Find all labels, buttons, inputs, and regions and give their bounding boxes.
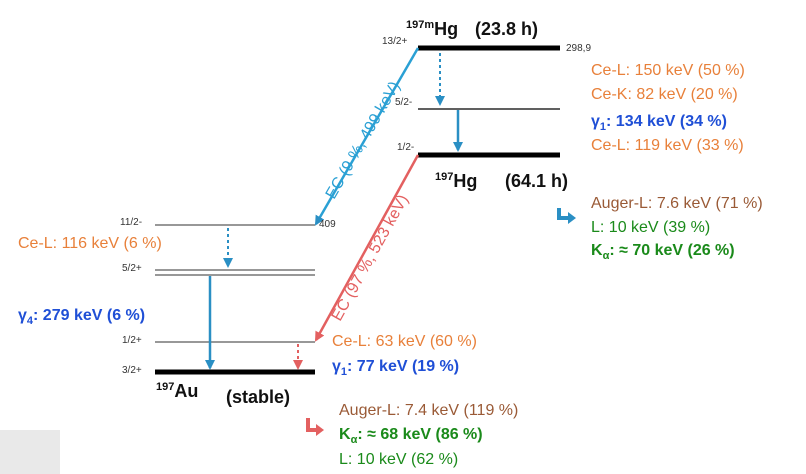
gamma-symbol: γ	[332, 358, 341, 375]
nuclide-au197: 197Au	[156, 381, 199, 401]
gamma-symbol: γ	[591, 113, 600, 130]
gamma-symbol: γ	[18, 307, 27, 324]
xray-l-au: L: 10 keV (62 %)	[339, 451, 459, 468]
gamma-value: : 77 keV (19 %)	[347, 358, 460, 375]
emission-ce-l-116: Ce-L: 116 keV (6 %)	[18, 235, 162, 252]
spin-label: 5/2-	[395, 97, 413, 108]
emission-gamma1-134: γ1: 134 keV (34 %)	[591, 114, 727, 133]
energy-label: 298,9	[566, 43, 592, 54]
emission-gamma4-279: γ4: 279 keV (6 %)	[18, 308, 145, 327]
spin-label: 5/2+	[122, 263, 142, 274]
gamma-index: 1	[599, 121, 607, 134]
emission-ce-l-119: Ce-L: 119 keV (33 %)	[591, 137, 744, 154]
mass-number: 197	[435, 171, 454, 183]
mass-number: 197m	[406, 19, 435, 31]
xray-ka-au: Kα: ≈ 68 keV (86 %)	[339, 427, 483, 446]
xray-arrow-au-head	[316, 424, 324, 436]
ec-arrow-ground	[314, 154, 420, 342]
element-symbol: Hg	[453, 171, 478, 191]
emission-ce-k-82: Ce-K: 82 keV (20 %)	[591, 86, 738, 103]
xray-arrow-au	[306, 418, 318, 432]
nuclide-hg197: 197Hg	[435, 171, 478, 191]
gamma-index: 4	[26, 315, 34, 328]
emission-ce-l-63: Ce-L: 63 keV (60 %)	[332, 333, 477, 350]
element-symbol: Hg	[434, 19, 459, 39]
ec-label-ground: EC (97 %, 523 keV)	[329, 192, 412, 324]
ka-index: α	[350, 434, 358, 447]
energy-label: 409	[319, 219, 336, 230]
gamma-value: : 279 keV (6 %)	[33, 307, 146, 324]
xray-ka-hg: Kα: ≈ 70 keV (26 %)	[591, 243, 735, 262]
ka-symbol: K	[591, 242, 603, 259]
xray-l-hg: L: 10 keV (39 %)	[591, 219, 711, 236]
ec-label-metastable: EC (9 %, 499 keV)	[323, 79, 404, 202]
half-life-hg197m: (23.8 h)	[475, 19, 539, 39]
corner-background	[0, 430, 60, 474]
spin-label: 1/2-	[397, 142, 415, 153]
emission-ce-l-150: Ce-L: 150 keV (50 %)	[591, 62, 745, 79]
ka-index: α	[602, 250, 610, 263]
ec-arrow-metastable	[314, 47, 420, 226]
mass-number: 197	[156, 381, 175, 393]
gamma-value: : 134 keV (34 %)	[606, 113, 727, 130]
half-life-au197: (stable)	[226, 387, 291, 407]
half-life-hg197: (64.1 h)	[505, 171, 569, 191]
element-symbol: Au	[174, 381, 199, 401]
xray-arrow-hg-head	[568, 212, 576, 224]
xray-auger-l-au: Auger-L: 7.4 keV (119 %)	[339, 402, 519, 419]
ka-value: : ≈ 68 keV (86 %)	[357, 426, 483, 443]
gamma-index: 1	[340, 366, 348, 379]
ka-symbol: K	[339, 426, 351, 443]
xray-arrow-hg	[557, 208, 570, 220]
spin-label: 1/2+	[122, 335, 142, 346]
spin-label: 3/2+	[122, 365, 142, 376]
spin-label: 11/2-	[120, 217, 143, 228]
xray-auger-l-hg: Auger-L: 7.6 keV (71 %)	[591, 195, 763, 212]
spin-label: 13/2+	[382, 36, 408, 47]
ka-value: : ≈ 70 keV (26 %)	[609, 242, 735, 259]
nuclide-hg197m: 197mHg	[406, 19, 459, 39]
emission-gamma1-77: γ1: 77 keV (19 %)	[332, 359, 459, 378]
